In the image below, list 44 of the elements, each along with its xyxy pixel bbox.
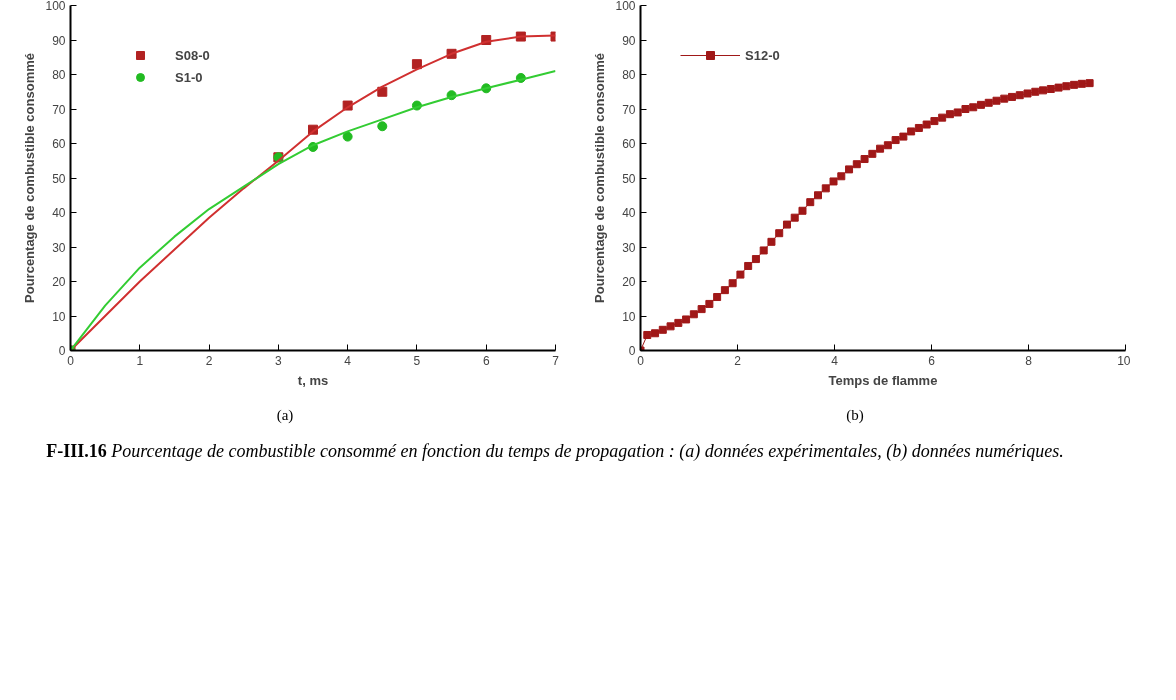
- x-tick-label: 2: [205, 353, 213, 368]
- x-axis-title: Temps de flamme: [828, 372, 938, 388]
- y-tick-label: 90: [622, 33, 636, 48]
- x-tick-label: 5: [413, 353, 421, 368]
- y-tick-label: 20: [622, 275, 636, 289]
- text: (b): [846, 406, 864, 425]
- y-tick-label: 0: [628, 344, 636, 358]
- x-tick-label: 4: [344, 353, 352, 368]
- y-tick-label: 20: [52, 275, 66, 289]
- y-tick-label: 40: [52, 206, 66, 220]
- x-tick-label: 8: [1025, 353, 1033, 368]
- text: (a): [276, 406, 294, 425]
- y-tick-label: 70: [622, 102, 636, 117]
- legend-label: S1-0: [175, 69, 203, 85]
- y-tick-label: 90: [52, 33, 66, 48]
- x-axis-title: t, ms: [297, 372, 329, 388]
- y-tick-label: 50: [622, 171, 636, 186]
- y-tick-label: 10: [52, 309, 66, 324]
- y-tick-label: 100: [45, 0, 66, 13]
- y-axis-title: Pourcentage de combustible consommé: [22, 53, 38, 303]
- y-tick-label: 40: [622, 206, 636, 220]
- y-tick-label: 0: [58, 344, 66, 358]
- y-tick-label: 100: [615, 0, 636, 13]
- y-tick-label: 60: [622, 137, 636, 151]
- x-tick-label: 7: [552, 353, 560, 368]
- y-tick-label: 30: [622, 240, 636, 255]
- y-tick-label: 80: [622, 68, 636, 82]
- x-tick-label: 1: [136, 353, 144, 368]
- x-tick-label: 3: [275, 353, 283, 368]
- x-tick-label: 10: [1117, 353, 1131, 368]
- y-tick-label: 70: [52, 102, 66, 117]
- text: F-III.16 Pourcentage de combustible consommé en fonction du temps de propagation : (a) données expérimentales, (b) données numériques.: [46, 441, 1064, 462]
- y-tick-label: 30: [52, 240, 66, 255]
- y-tick-label: 80: [52, 68, 66, 82]
- y-axis-title: Pourcentage de combustible consommé: [592, 53, 608, 303]
- y-tick-label: 10: [622, 309, 636, 324]
- x-tick-label: 6: [928, 353, 936, 368]
- x-tick-label: 4: [831, 353, 839, 368]
- legend-label: S08-0: [175, 47, 210, 63]
- y-tick-label: 60: [52, 137, 66, 151]
- x-tick-label: 6: [482, 353, 490, 368]
- legend-label: S12-0: [745, 47, 780, 63]
- y-tick-label: 50: [52, 171, 66, 186]
- x-tick-label: 2: [734, 353, 742, 368]
